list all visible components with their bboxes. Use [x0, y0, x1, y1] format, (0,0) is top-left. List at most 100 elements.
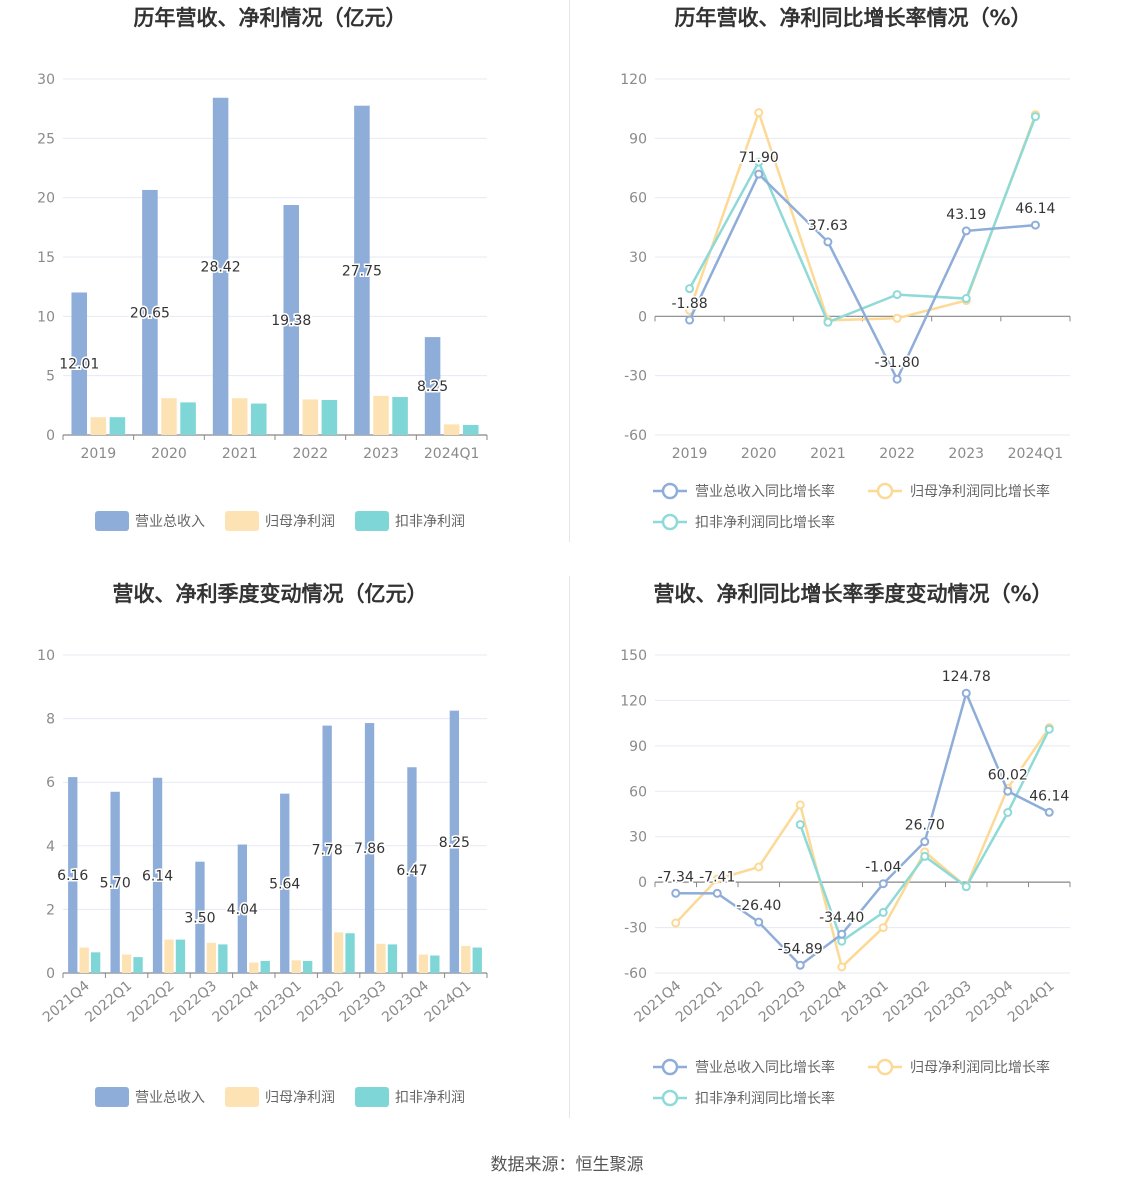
bar	[280, 793, 290, 973]
bar	[133, 957, 143, 973]
bar	[376, 943, 386, 973]
data-point	[961, 294, 971, 304]
y-tick-label: -60	[624, 966, 647, 982]
x-tick-label: 2022Q2	[125, 978, 178, 1026]
quarterly-growth-rate-panel: 营收、净利同比增长率季度变动情况（%） -60 -30 0 30 60 90 120 150 20…	[567, 576, 1134, 1152]
quarterly-revenue-profit-chart: 营收、净利季度变动情况（亿元） 0 2 4 6 8 10 2021Q42022Q12022Q2…	[37, 582, 488, 1107]
bar	[260, 960, 270, 973]
y-tick-label: 15	[37, 250, 55, 266]
data-point	[754, 108, 764, 118]
bar	[142, 189, 158, 435]
data-point	[712, 888, 722, 898]
data-point	[671, 888, 681, 898]
bar	[449, 710, 460, 973]
data-label: -1.04	[865, 860, 901, 876]
data-point	[823, 317, 833, 327]
y-tick-label: 0	[638, 875, 647, 891]
data-label: 46.14	[1029, 788, 1069, 804]
bar	[249, 962, 259, 973]
data-point	[920, 837, 930, 847]
legend-swatch	[225, 511, 259, 531]
legend-marker	[661, 513, 679, 531]
bar	[121, 954, 132, 973]
divider-top	[569, 0, 570, 542]
x-tick-label: 2021Q4	[40, 978, 93, 1026]
bar	[373, 395, 389, 435]
legend-label: 归母净利润	[265, 513, 335, 530]
bar	[461, 945, 471, 973]
x-tick-label: 2021	[810, 446, 846, 462]
bar	[68, 777, 78, 973]
y-tick-label: 60	[629, 191, 647, 207]
chart-title: 营收、净利季度变动情况（亿元）	[113, 582, 428, 606]
data-point	[837, 936, 847, 946]
data-label: 46.14	[1015, 201, 1055, 217]
bar	[161, 398, 177, 435]
legend-swatch	[355, 1087, 389, 1107]
y-tick-label: -60	[624, 428, 647, 444]
data-point	[878, 907, 888, 917]
data-point	[754, 157, 764, 167]
bar	[333, 932, 344, 973]
legend-label: 归母净利润	[265, 1089, 335, 1106]
data-label: 12.01	[59, 357, 99, 373]
data-point	[837, 962, 847, 972]
annual-growth-rate-panel: 历年营收、净利同比增长率情况（%） -60 -30 0 30 60 90 120 2019 202…	[567, 0, 1134, 576]
data-point	[671, 918, 681, 928]
series-line	[688, 172, 1036, 383]
bar	[407, 767, 417, 973]
bar	[237, 844, 248, 973]
legend-label: 营业总收入同比增长率	[695, 1059, 835, 1076]
y-tick-label: 30	[629, 830, 647, 846]
bar	[71, 292, 88, 435]
x-tick-label: 2022Q3	[167, 978, 220, 1026]
x-tick-label: 2023Q1	[252, 978, 305, 1026]
x-tick-label: 2024Q1	[1008, 446, 1064, 462]
chart-title: 历年营收、净利同比增长率情况（%）	[674, 6, 1031, 30]
y-tick-label: -30	[624, 369, 647, 385]
legend-label: 扣非净利润同比增长率	[695, 1090, 835, 1107]
data-label: 8.25	[417, 379, 448, 395]
y-tick-label: 6	[46, 775, 55, 791]
y-tick-label: 5	[46, 369, 55, 385]
data-point	[795, 820, 805, 830]
data-label: 60.02	[988, 767, 1028, 783]
bar	[462, 424, 479, 435]
y-tick-label: 30	[629, 250, 647, 266]
data-point	[823, 237, 833, 247]
y-tick-label: -30	[624, 921, 647, 937]
data-point	[892, 313, 902, 323]
data-label: -7.41	[699, 869, 735, 885]
x-tick-label: 2022	[879, 446, 915, 462]
x-tick-label: 2019	[672, 446, 708, 462]
annual-growth-rate-chart: 历年营收、净利同比增长率情况（%） -60 -30 0 30 60 90 120 2019 202…	[620, 6, 1071, 531]
legend-label: 扣非净利润同比增长率	[695, 514, 835, 531]
bar	[90, 952, 101, 973]
bar	[152, 777, 163, 973]
data-label: 19.38	[271, 313, 311, 329]
bar	[387, 944, 398, 973]
bar	[175, 939, 186, 973]
data-point	[1044, 807, 1054, 817]
data-point	[754, 169, 764, 179]
series-line	[675, 689, 1050, 967]
y-tick-label: 0	[46, 966, 55, 982]
legend-label: 营业总收入同比增长率	[695, 483, 835, 500]
divider-bottom	[569, 576, 570, 1118]
data-point	[1044, 724, 1054, 734]
y-tick-label: 0	[638, 309, 647, 325]
bar	[250, 403, 267, 435]
legend-marker	[661, 482, 679, 500]
bar	[392, 397, 408, 435]
bar	[302, 960, 313, 973]
bar	[472, 947, 482, 973]
data-label: 124.78	[942, 669, 991, 685]
y-tick-label: 4	[46, 839, 55, 855]
legend-swatch	[225, 1087, 259, 1107]
bar	[164, 939, 174, 973]
data-point	[892, 374, 902, 384]
data-point	[795, 800, 805, 810]
y-tick-label: 120	[620, 72, 647, 88]
y-tick-label: 150	[620, 648, 647, 664]
data-point	[961, 226, 971, 236]
